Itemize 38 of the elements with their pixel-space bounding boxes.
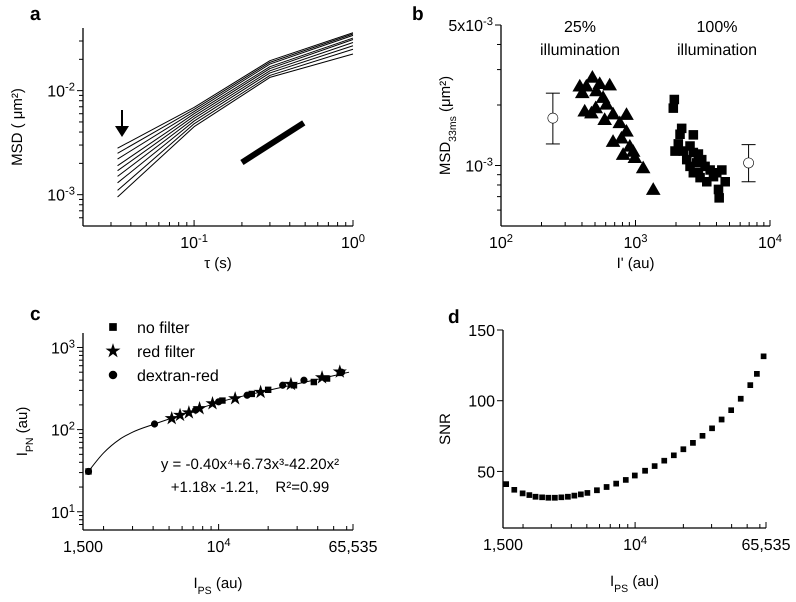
chart-title: a <box>30 4 41 25</box>
x-axis-title: I$_{PS}$ (au) <box>610 573 660 595</box>
y-tick-label: 100 <box>468 394 496 411</box>
annotation: y = -0.40x⁴+6.73x³-42.20x² <box>160 456 340 473</box>
legend-label: dextran-red <box>137 368 219 385</box>
x-tick-label: 1,500 <box>482 537 524 554</box>
x-tick-label: 10$^{-1}$ <box>180 233 208 252</box>
y-axis-title: SNR <box>437 413 454 445</box>
legend-label: red filter <box>137 344 196 361</box>
x-tick-label: 1,500 <box>62 539 104 556</box>
y-tick-label: 10$^{3}$ <box>50 338 75 358</box>
y-tick-label: 10$^{1}$ <box>50 502 75 522</box>
y-tick-label: 10$^{2}$ <box>50 420 75 440</box>
legend-label: no filter <box>137 320 190 337</box>
chart-title: d <box>448 307 460 328</box>
y-tick-label: 50 <box>477 464 496 482</box>
x-tick-label: 10$^{4}$ <box>758 233 782 252</box>
y-tick-label: 10$^{-2}$ <box>47 82 75 101</box>
x-tick-label: 65,535 <box>328 539 378 556</box>
y-tick-label: 10$^{-3}$ <box>465 156 493 176</box>
x-axis-title: I$_{PS}$ (au) <box>193 575 243 597</box>
x-tick-label: 10$^{2}$ <box>488 233 514 252</box>
chart-title: b <box>412 4 424 25</box>
annotation: 100% illumination <box>676 19 758 59</box>
x-tick-label: 10$^{0}$ <box>340 233 366 252</box>
y-tick-label: 150 <box>468 323 496 340</box>
y-axis-title: MSD ( μm²) <box>9 88 26 166</box>
x-axis-title: τ (s) <box>204 255 232 272</box>
y-tick-label: 5x10$^{-3}$ <box>448 16 493 35</box>
annotation: +1.18x -1.21, R²=0.99 <box>170 479 330 496</box>
x-tick-label: 10$^{4}$ <box>206 537 231 556</box>
annotation: 25% illumination <box>540 19 620 59</box>
x-tick-label: 10$^{4}$ <box>623 535 648 554</box>
x-tick-label: 10$^{3}$ <box>623 233 648 252</box>
y-tick-label: 10$^{-3}$ <box>47 186 75 205</box>
x-tick-label: 65,535 <box>742 537 791 554</box>
x-axis-title: I' (au) <box>616 255 654 272</box>
chart-title: c <box>30 304 41 325</box>
